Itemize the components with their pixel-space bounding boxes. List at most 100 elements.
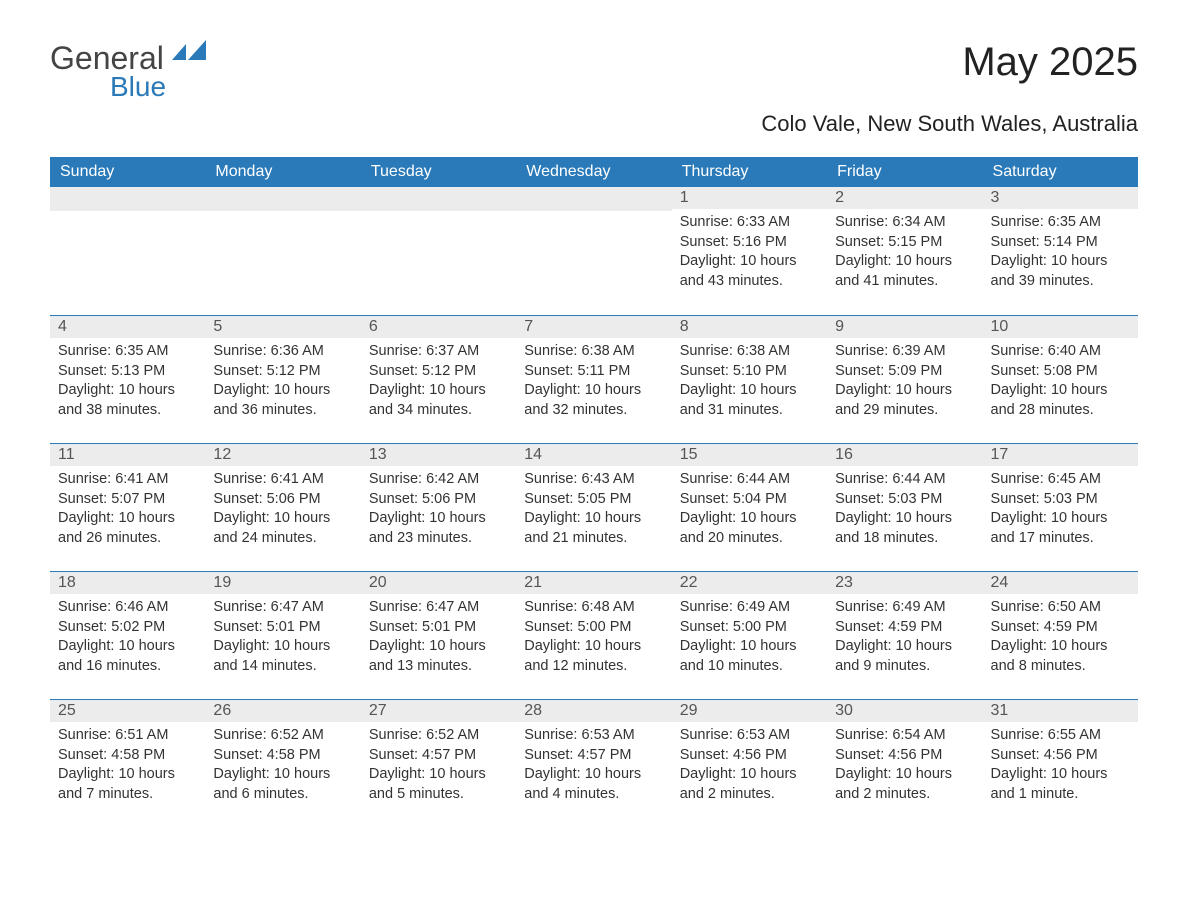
calendar-day-cell: 15Sunrise: 6:44 AMSunset: 5:04 PMDayligh…	[672, 443, 827, 571]
day-number: 27	[361, 699, 516, 722]
sunrise-text: Sunrise: 6:41 AM	[213, 470, 352, 490]
sunrise-text: Sunrise: 6:44 AM	[835, 470, 974, 490]
sunset-text: Sunset: 5:06 PM	[213, 490, 352, 510]
calendar-week-row: 11Sunrise: 6:41 AMSunset: 5:07 PMDayligh…	[50, 443, 1138, 571]
day-number: 21	[516, 571, 671, 594]
day-body: Sunrise: 6:40 AMSunset: 5:08 PMDaylight:…	[983, 338, 1138, 424]
calendar-week-row: 4Sunrise: 6:35 AMSunset: 5:13 PMDaylight…	[50, 315, 1138, 443]
daylight-text: Daylight: 10 hours and 39 minutes.	[991, 252, 1130, 291]
calendar-day-cell: 19Sunrise: 6:47 AMSunset: 5:01 PMDayligh…	[205, 571, 360, 699]
sunset-text: Sunset: 5:14 PM	[991, 233, 1130, 253]
sunset-text: Sunset: 4:56 PM	[991, 746, 1130, 766]
sunrise-text: Sunrise: 6:48 AM	[524, 598, 663, 618]
day-body: Sunrise: 6:45 AMSunset: 5:03 PMDaylight:…	[983, 466, 1138, 552]
calendar-day-cell: 11Sunrise: 6:41 AMSunset: 5:07 PMDayligh…	[50, 443, 205, 571]
day-body: Sunrise: 6:38 AMSunset: 5:11 PMDaylight:…	[516, 338, 671, 424]
day-number-empty	[361, 187, 516, 211]
day-number: 12	[205, 443, 360, 466]
day-number-empty	[516, 187, 671, 211]
calendar-week-row: 1Sunrise: 6:33 AMSunset: 5:16 PMDaylight…	[50, 187, 1138, 315]
day-number: 22	[672, 571, 827, 594]
day-number: 17	[983, 443, 1138, 466]
daylight-text: Daylight: 10 hours and 13 minutes.	[369, 637, 508, 676]
sunset-text: Sunset: 4:59 PM	[835, 618, 974, 638]
sunrise-text: Sunrise: 6:47 AM	[369, 598, 508, 618]
calendar-day-cell: 5Sunrise: 6:36 AMSunset: 5:12 PMDaylight…	[205, 315, 360, 443]
day-body: Sunrise: 6:50 AMSunset: 4:59 PMDaylight:…	[983, 594, 1138, 680]
sunset-text: Sunset: 5:01 PM	[369, 618, 508, 638]
sunset-text: Sunset: 5:13 PM	[58, 362, 197, 382]
day-number: 7	[516, 315, 671, 338]
day-number: 31	[983, 699, 1138, 722]
day-number: 15	[672, 443, 827, 466]
calendar-day-cell: 14Sunrise: 6:43 AMSunset: 5:05 PMDayligh…	[516, 443, 671, 571]
sunset-text: Sunset: 4:57 PM	[524, 746, 663, 766]
header-row: General Blue May 2025	[50, 40, 1138, 103]
day-body: Sunrise: 6:49 AMSunset: 5:00 PMDaylight:…	[672, 594, 827, 680]
sunset-text: Sunset: 5:08 PM	[991, 362, 1130, 382]
daylight-text: Daylight: 10 hours and 32 minutes.	[524, 381, 663, 420]
day-number: 25	[50, 699, 205, 722]
sunrise-text: Sunrise: 6:33 AM	[680, 213, 819, 233]
sunrise-text: Sunrise: 6:34 AM	[835, 213, 974, 233]
sunrise-text: Sunrise: 6:53 AM	[524, 726, 663, 746]
sunrise-text: Sunrise: 6:47 AM	[213, 598, 352, 618]
sunrise-text: Sunrise: 6:49 AM	[680, 598, 819, 618]
calendar-day-cell: 21Sunrise: 6:48 AMSunset: 5:00 PMDayligh…	[516, 571, 671, 699]
day-body: Sunrise: 6:39 AMSunset: 5:09 PMDaylight:…	[827, 338, 982, 424]
sunrise-text: Sunrise: 6:45 AM	[991, 470, 1130, 490]
day-number: 18	[50, 571, 205, 594]
daylight-text: Daylight: 10 hours and 2 minutes.	[680, 765, 819, 804]
calendar-day-cell: 29Sunrise: 6:53 AMSunset: 4:56 PMDayligh…	[672, 699, 827, 827]
day-number: 3	[983, 187, 1138, 209]
day-number: 20	[361, 571, 516, 594]
calendar-day-cell	[50, 187, 205, 315]
day-number: 28	[516, 699, 671, 722]
day-number: 26	[205, 699, 360, 722]
weekday-header: Sunday	[50, 157, 205, 187]
calendar-day-cell: 17Sunrise: 6:45 AMSunset: 5:03 PMDayligh…	[983, 443, 1138, 571]
calendar-day-cell: 12 Sunrise: 6:41 AMSunset: 5:06 PMDayligh…	[205, 443, 360, 571]
daylight-text: Daylight: 10 hours and 24 minutes.	[213, 509, 352, 548]
daylight-text: Daylight: 10 hours and 8 minutes.	[991, 637, 1130, 676]
sunset-text: Sunset: 5:02 PM	[58, 618, 197, 638]
day-number: 24	[983, 571, 1138, 594]
day-body: Sunrise: 6:53 AMSunset: 4:56 PMDaylight:…	[672, 722, 827, 808]
daylight-text: Daylight: 10 hours and 20 minutes.	[680, 509, 819, 548]
daylight-text: Daylight: 10 hours and 26 minutes.	[58, 509, 197, 548]
daylight-text: Daylight: 10 hours and 21 minutes.	[524, 509, 663, 548]
calendar-head: SundayMondayTuesdayWednesdayThursdayFrid…	[50, 157, 1138, 187]
day-number: 23	[827, 571, 982, 594]
sunrise-text: Sunrise: 6:38 AM	[680, 342, 819, 362]
sunrise-text: Sunrise: 6:35 AM	[991, 213, 1130, 233]
sunrise-text: Sunrise: 6:44 AM	[680, 470, 819, 490]
sunset-text: Sunset: 4:56 PM	[835, 746, 974, 766]
day-body: Sunrise: 6:52 AMSunset: 4:57 PMDaylight:…	[361, 722, 516, 808]
day-number: 13	[361, 443, 516, 466]
day-body: Sunrise: 6:42 AMSunset: 5:06 PMDaylight:…	[361, 466, 516, 552]
daylight-text: Daylight: 10 hours and 10 minutes.	[680, 637, 819, 676]
sunset-text: Sunset: 5:11 PM	[524, 362, 663, 382]
day-body: Sunrise: 6:35 AMSunset: 5:14 PMDaylight:…	[983, 209, 1138, 295]
day-body: Sunrise: 6:44 AMSunset: 5:04 PMDaylight:…	[672, 466, 827, 552]
daylight-text: Daylight: 10 hours and 9 minutes.	[835, 637, 974, 676]
day-body: Sunrise: 6:36 AMSunset: 5:12 PMDaylight:…	[205, 338, 360, 424]
sunrise-text: Sunrise: 6:55 AM	[991, 726, 1130, 746]
daylight-text: Daylight: 10 hours and 12 minutes.	[524, 637, 663, 676]
sunrise-text: Sunrise: 6:36 AM	[213, 342, 352, 362]
calendar-day-cell: 6Sunrise: 6:37 AMSunset: 5:12 PMDaylight…	[361, 315, 516, 443]
calendar-day-cell: 25Sunrise: 6:51 AMSunset: 4:58 PMDayligh…	[50, 699, 205, 827]
day-body: Sunrise: 6:55 AMSunset: 4:56 PMDaylight:…	[983, 722, 1138, 808]
daylight-text: Daylight: 10 hours and 6 minutes.	[213, 765, 352, 804]
daylight-text: Daylight: 10 hours and 17 minutes.	[991, 509, 1130, 548]
sunrise-text: Sunrise: 6:54 AM	[835, 726, 974, 746]
calendar-day-cell: 30Sunrise: 6:54 AMSunset: 4:56 PMDayligh…	[827, 699, 982, 827]
day-body: Sunrise: 6:47 AMSunset: 5:01 PMDaylight:…	[361, 594, 516, 680]
brand-shape-icon	[172, 40, 206, 69]
daylight-text: Daylight: 10 hours and 41 minutes.	[835, 252, 974, 291]
weekday-header: Saturday	[983, 157, 1138, 187]
daylight-text: Daylight: 10 hours and 1 minute.	[991, 765, 1130, 804]
daylight-text: Daylight: 10 hours and 2 minutes.	[835, 765, 974, 804]
sunset-text: Sunset: 5:10 PM	[680, 362, 819, 382]
calendar-table: SundayMondayTuesdayWednesdayThursdayFrid…	[50, 157, 1138, 827]
